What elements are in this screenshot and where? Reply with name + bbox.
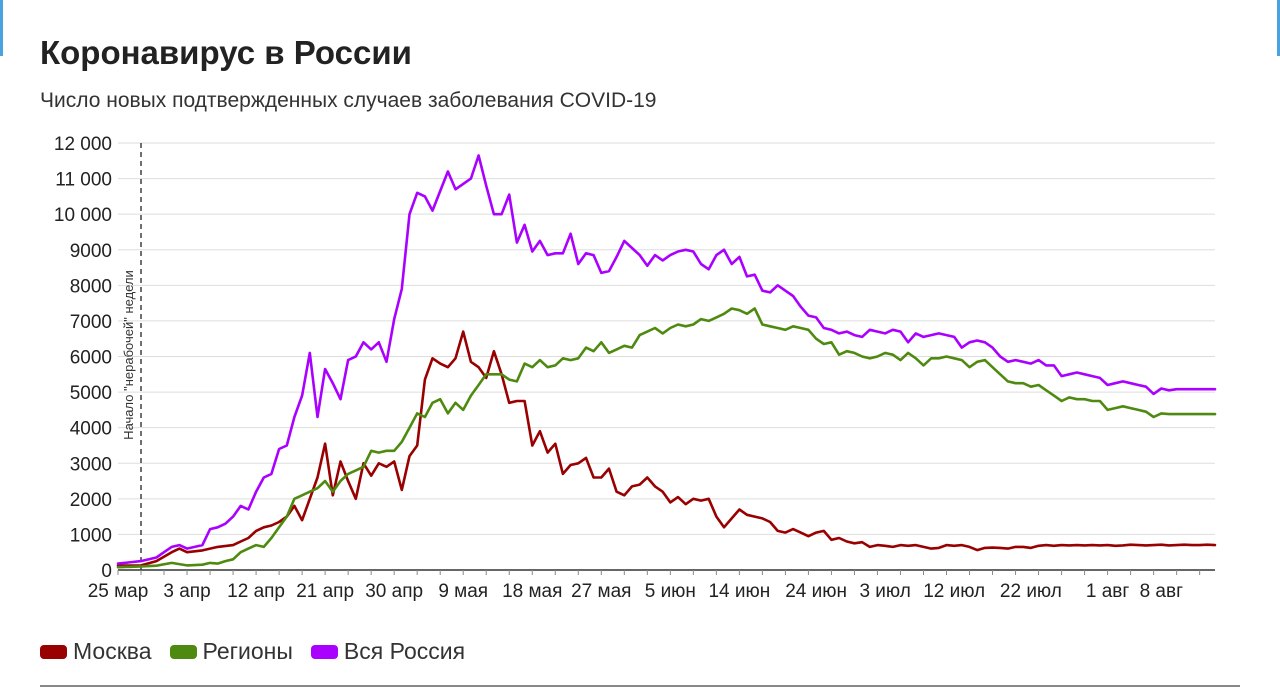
x-tick-label: 22 июл	[1000, 581, 1062, 602]
y-tick-label: 0	[101, 561, 112, 582]
x-tick-label: 21 апр	[296, 581, 354, 602]
x-tick-label: 12 апр	[227, 581, 285, 602]
series-lines	[116, 154, 1217, 569]
y-tick-label: 1000	[70, 525, 112, 546]
x-tick-label: 8 авг	[1140, 581, 1184, 602]
x-axis-ticks: 25 мар 3 апр 12 апр 21 апр 30 апр 9 мая 18 мая…	[88, 570, 1201, 602]
page-title: Коронавирус в России	[40, 34, 412, 71]
bottom-divider	[40, 685, 1240, 687]
y-tick-label: 12 000	[54, 134, 112, 155]
x-tick-label: 24 июн	[785, 581, 847, 602]
x-tick-label: 12 июл	[923, 581, 985, 602]
legend-label: Вся Россия	[343, 638, 466, 664]
legend-swatch	[169, 644, 197, 659]
series-line	[116, 307, 1217, 569]
legend-label: Регионы	[202, 638, 293, 664]
legend-label: Москва	[73, 638, 152, 664]
x-tick-label: 27 мая	[571, 581, 631, 602]
legend-swatch	[40, 644, 67, 659]
y-tick-label: 3000	[70, 454, 112, 475]
legend-item: Регионы	[169, 638, 293, 665]
x-tick-label: 5 июн	[645, 581, 696, 602]
y-tick-label: 6000	[70, 348, 112, 369]
y-tick-label: 10 000	[54, 205, 112, 226]
x-tick-label: 14 июн	[708, 581, 770, 602]
y-tick-label: 5000	[70, 383, 112, 404]
y-tick-label: 2000	[70, 490, 112, 511]
legend-item: Москва	[40, 638, 152, 665]
legend-item: Вся Россия	[310, 638, 466, 665]
x-tick-label: 1 авг	[1086, 581, 1130, 602]
series-line	[116, 154, 1217, 565]
x-tick-label: 30 апр	[365, 581, 423, 602]
left-accent-bar	[0, 0, 3, 56]
x-tick-label: 3 июл	[859, 581, 910, 602]
y-tick-label: 11 000	[55, 170, 112, 191]
y-tick-label: 7000	[70, 312, 112, 333]
y-axis-ticks: 0 1000 2000 3000 4000 5000 6000 7000 8000 9000 10 …	[54, 134, 112, 582]
y-tick-label: 4000	[70, 419, 112, 440]
y-tick-label: 9000	[70, 241, 112, 262]
line-chart: 0 1000 2000 3000 4000 5000 6000 7000 8000 9000 10 …	[54, 134, 1217, 602]
y-tick-label: 8000	[70, 276, 112, 297]
x-tick-label: 25 мар	[88, 581, 149, 602]
legend-swatch	[310, 644, 338, 659]
chart-subtitle: Число новых подтвержденных случаев забол…	[40, 89, 657, 112]
x-tick-label: 18 мая	[502, 581, 562, 602]
annotation-label: Начало "нерабочей" недели	[121, 270, 136, 440]
x-tick-label: 3 апр	[163, 581, 210, 602]
legend: Москва Регионы Вся Россия	[40, 638, 465, 665]
right-accent-bar	[1277, 0, 1280, 56]
grid-lines	[118, 142, 1215, 571]
x-tick-label: 9 мая	[438, 581, 488, 602]
annotation-group: Начало "нерабочей" недели	[121, 143, 142, 570]
